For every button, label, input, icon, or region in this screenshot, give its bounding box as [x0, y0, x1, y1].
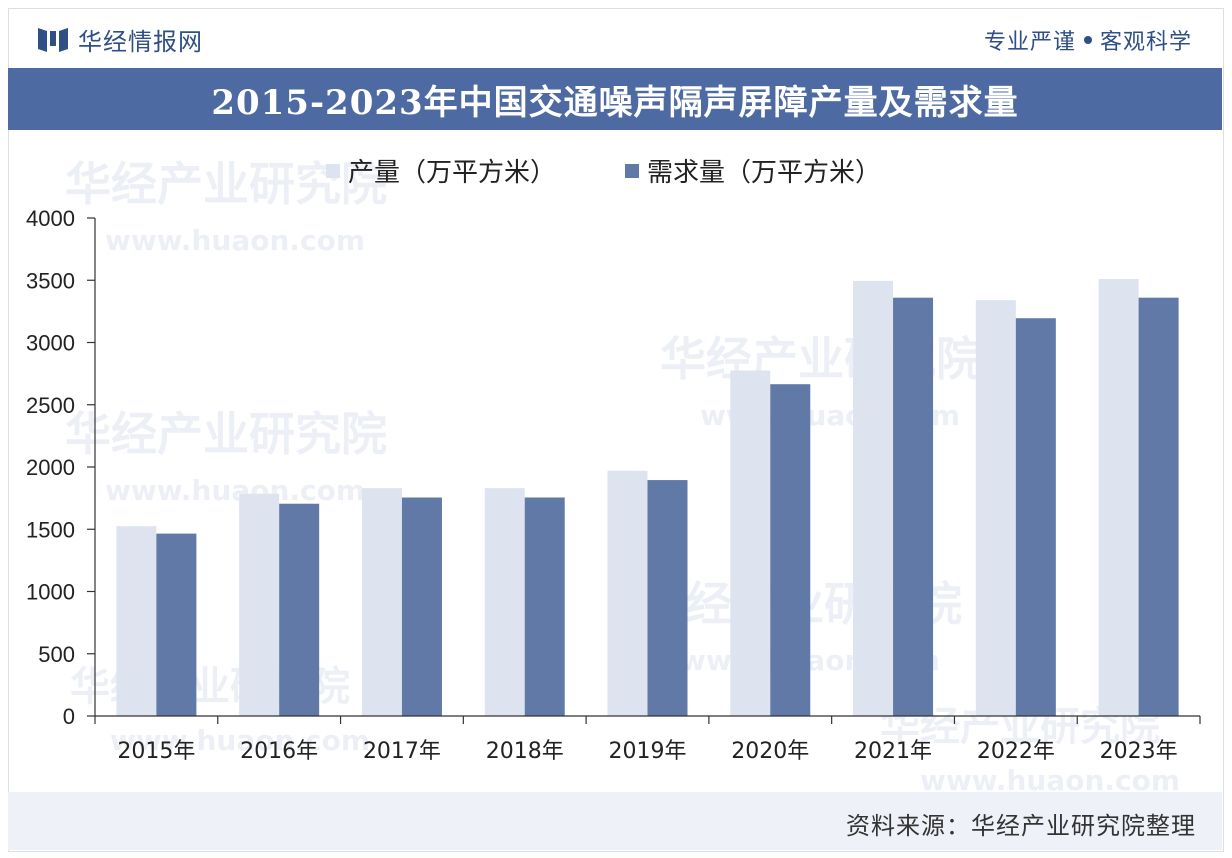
title-bar: 2015-2023年中国交通噪声隔声屏障产量及需求量	[8, 68, 1222, 130]
watermark-url: www.huaon.com	[110, 724, 370, 757]
x-tick-label: 2017年	[363, 739, 441, 764]
x-tick-label: 2019年	[609, 739, 687, 764]
x-tick-label: 2016年	[240, 739, 318, 764]
slogan-dot-icon	[1083, 36, 1092, 44]
bar-demand-2018年	[524, 497, 565, 716]
watermark-url: www.huaon.com	[105, 224, 365, 257]
brand-logo-icon	[38, 28, 68, 52]
slogan-left: 专业严谨	[983, 30, 1076, 55]
y-tick-label: 1500	[26, 517, 75, 542]
brand: 华经情报网	[38, 22, 203, 56]
bar-production-2018年	[484, 488, 525, 716]
bar-demand-2020年	[770, 384, 811, 716]
y-tick-label: 500	[38, 642, 75, 667]
bar-demand-2016年	[279, 503, 320, 716]
bar-production-2016年	[239, 493, 280, 716]
slogan: 专业严谨 客观科学	[984, 24, 1192, 56]
brand-name: 华经情报网	[78, 27, 203, 56]
y-axis: 0 500 1000 1500 2000 2500 3000 3500 4000	[26, 206, 96, 729]
bar-production-2020年	[730, 370, 771, 716]
footer-bar: 资料来源：华经产业研究院整理	[8, 792, 1222, 850]
x-tick-label: 2015年	[117, 739, 195, 764]
y-tick-label: 3000	[26, 331, 75, 356]
bar-production-2022年	[975, 300, 1016, 716]
y-tick-label: 1000	[26, 580, 75, 605]
watermark-text: 华经产业研究院	[65, 407, 387, 461]
bar-production-2015年	[116, 526, 157, 716]
slogan-right: 客观科学	[1099, 30, 1192, 55]
watermark-text: 华经产业研究院	[660, 332, 982, 386]
x-tick-label: 2018年	[486, 739, 564, 764]
y-tick-label: 3500	[26, 268, 75, 293]
bar-demand-2023年	[1138, 297, 1179, 716]
watermark-url: www.huaon.com	[920, 764, 1180, 797]
legend-swatch-1	[326, 164, 340, 178]
legend-swatch-2	[625, 164, 639, 178]
bar-demand-2019年	[647, 480, 688, 716]
header-bar: 华经情报网 专业严谨 客观科学	[8, 8, 1222, 68]
x-tick-label: 2020年	[731, 739, 809, 764]
x-axis: 2015年 2016年 2017年 2018年 2019年 2020年 2021年 2022年…	[94, 715, 1201, 764]
bar-group	[116, 279, 1179, 716]
bar-production-2019年	[607, 470, 648, 716]
chart-title: 2015-2023年中国交通噪声隔声屏障产量及需求量	[211, 82, 1019, 123]
bar-production-2017年	[361, 488, 402, 716]
y-tick-label: 2500	[26, 393, 75, 418]
bar-production-2021年	[853, 280, 894, 716]
y-tick-label: 2000	[26, 455, 75, 480]
bar-demand-2022年	[1015, 318, 1056, 716]
x-tick-label: 2023年	[1100, 739, 1178, 764]
bar-demand-2021年	[893, 297, 934, 716]
y-tick-label: 0	[63, 704, 75, 729]
source-note: 资料来源：华经产业研究院整理	[846, 812, 1196, 840]
legend: 产量（万平方米） 需求量（万平方米）	[326, 158, 881, 188]
bar-production-2023年	[1098, 279, 1139, 716]
bar-demand-2017年	[401, 497, 442, 716]
legend-label-2: 需求量（万平方米）	[647, 158, 881, 188]
legend-label-1: 产量（万平方米）	[348, 158, 556, 188]
y-tick-label: 4000	[26, 206, 75, 231]
bar-demand-2015年	[156, 533, 197, 716]
x-tick-label: 2021年	[854, 739, 932, 764]
watermark-url: www.huaon.com	[105, 474, 365, 507]
x-tick-label: 2022年	[977, 739, 1055, 764]
